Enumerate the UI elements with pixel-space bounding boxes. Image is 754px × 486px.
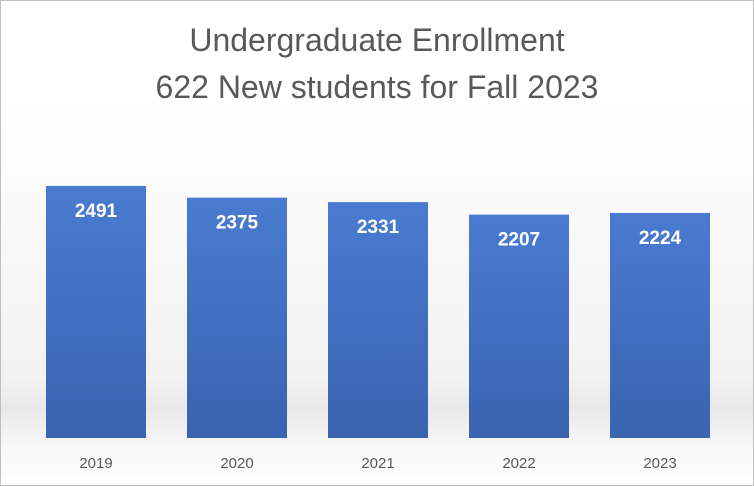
category-label-2021: 2021 [361, 455, 394, 472]
data-label-2019: 2491 [75, 201, 118, 222]
data-label-2022: 2207 [498, 230, 540, 251]
bar-2022 [469, 214, 569, 438]
data-labels-group: 2491 2375 2331 2207 2224 [75, 201, 682, 251]
bar-2019 [46, 185, 146, 438]
category-labels-group: 2019 2020 2021 2022 2023 [79, 455, 676, 472]
chart-title: Undergraduate Enrollment [189, 22, 565, 58]
data-label-2023: 2224 [639, 228, 682, 249]
data-label-2021: 2331 [357, 217, 400, 238]
bar-2020 [187, 197, 287, 438]
category-label-2020: 2020 [220, 455, 253, 472]
data-label-2020: 2375 [216, 213, 259, 234]
chart-subtitle: 622 New students for Fall 2023 [155, 69, 599, 105]
bar-2023 [610, 212, 710, 438]
category-label-2019: 2019 [79, 455, 112, 472]
bars-group [46, 185, 710, 438]
bar-2021 [328, 202, 428, 438]
category-label-2022: 2022 [502, 455, 535, 472]
category-label-2023: 2023 [643, 455, 676, 472]
